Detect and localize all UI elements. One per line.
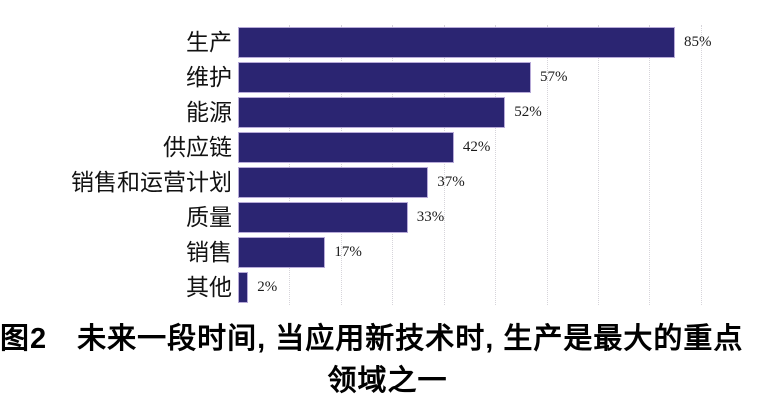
category-label: 能源 bbox=[186, 100, 232, 125]
bar bbox=[238, 202, 408, 233]
category-label: 其他 bbox=[186, 275, 232, 300]
category-label: 生产 bbox=[186, 30, 232, 55]
caption-figure-number: 图2 bbox=[0, 323, 48, 355]
figure-caption: 图2 未来一段时间, 当应用新技术时, 生产是最大的重点 领域之一 bbox=[0, 320, 775, 400]
bar bbox=[238, 237, 326, 268]
gridline bbox=[443, 25, 445, 305]
chart-row: 能源 52% bbox=[0, 97, 775, 128]
bar bbox=[238, 97, 506, 128]
bar bbox=[238, 167, 429, 198]
value-label: 17% bbox=[334, 244, 362, 260]
gridline bbox=[289, 25, 291, 305]
chart-row: 维护 57% bbox=[0, 62, 775, 93]
category-label: 销售和运营计划 bbox=[71, 170, 232, 195]
gridline bbox=[392, 25, 394, 305]
chart-row: 供应链 42% bbox=[0, 132, 775, 163]
bar bbox=[238, 62, 531, 93]
gridline bbox=[340, 25, 342, 305]
caption-line-2: 领域之一 bbox=[327, 365, 448, 397]
gridline bbox=[495, 25, 497, 305]
gridline bbox=[546, 25, 548, 305]
chart-row: 销售和运营计划 37% bbox=[0, 167, 775, 198]
gridline bbox=[597, 25, 599, 305]
value-label: 2% bbox=[257, 279, 278, 295]
chart-row: 其他 2% bbox=[0, 272, 775, 303]
chart-row: 质量 33% bbox=[0, 202, 775, 233]
category-label: 维护 bbox=[186, 65, 232, 90]
value-label: 37% bbox=[437, 174, 465, 190]
category-label: 质量 bbox=[186, 205, 232, 230]
category-label: 销售 bbox=[186, 240, 232, 265]
chart-row: 生产 85% bbox=[0, 27, 775, 58]
gridline bbox=[649, 25, 651, 305]
value-label: 42% bbox=[462, 139, 491, 155]
bar bbox=[238, 132, 454, 163]
category-label: 供应链 bbox=[163, 135, 232, 160]
gridline bbox=[700, 25, 702, 305]
bar-chart: 生产 85% 维护 57% 能源 52% 供应链 42% 销售和运营计划 37% 质量 33% 销售 17… bbox=[0, 25, 775, 305]
bar bbox=[238, 27, 675, 58]
value-label: 33% bbox=[416, 209, 445, 225]
caption-line-1: 图2 未来一段时间, 当应用新技术时, 生产是最大的重点 bbox=[0, 320, 775, 358]
caption-text: 未来一段时间, 当应用新技术时, 生产是最大的重点 bbox=[77, 323, 744, 355]
value-label: 57% bbox=[540, 69, 568, 85]
value-label: 85% bbox=[684, 34, 712, 50]
value-label: 52% bbox=[514, 104, 542, 120]
bar bbox=[238, 272, 249, 303]
chart-row: 销售 17% bbox=[0, 237, 775, 268]
